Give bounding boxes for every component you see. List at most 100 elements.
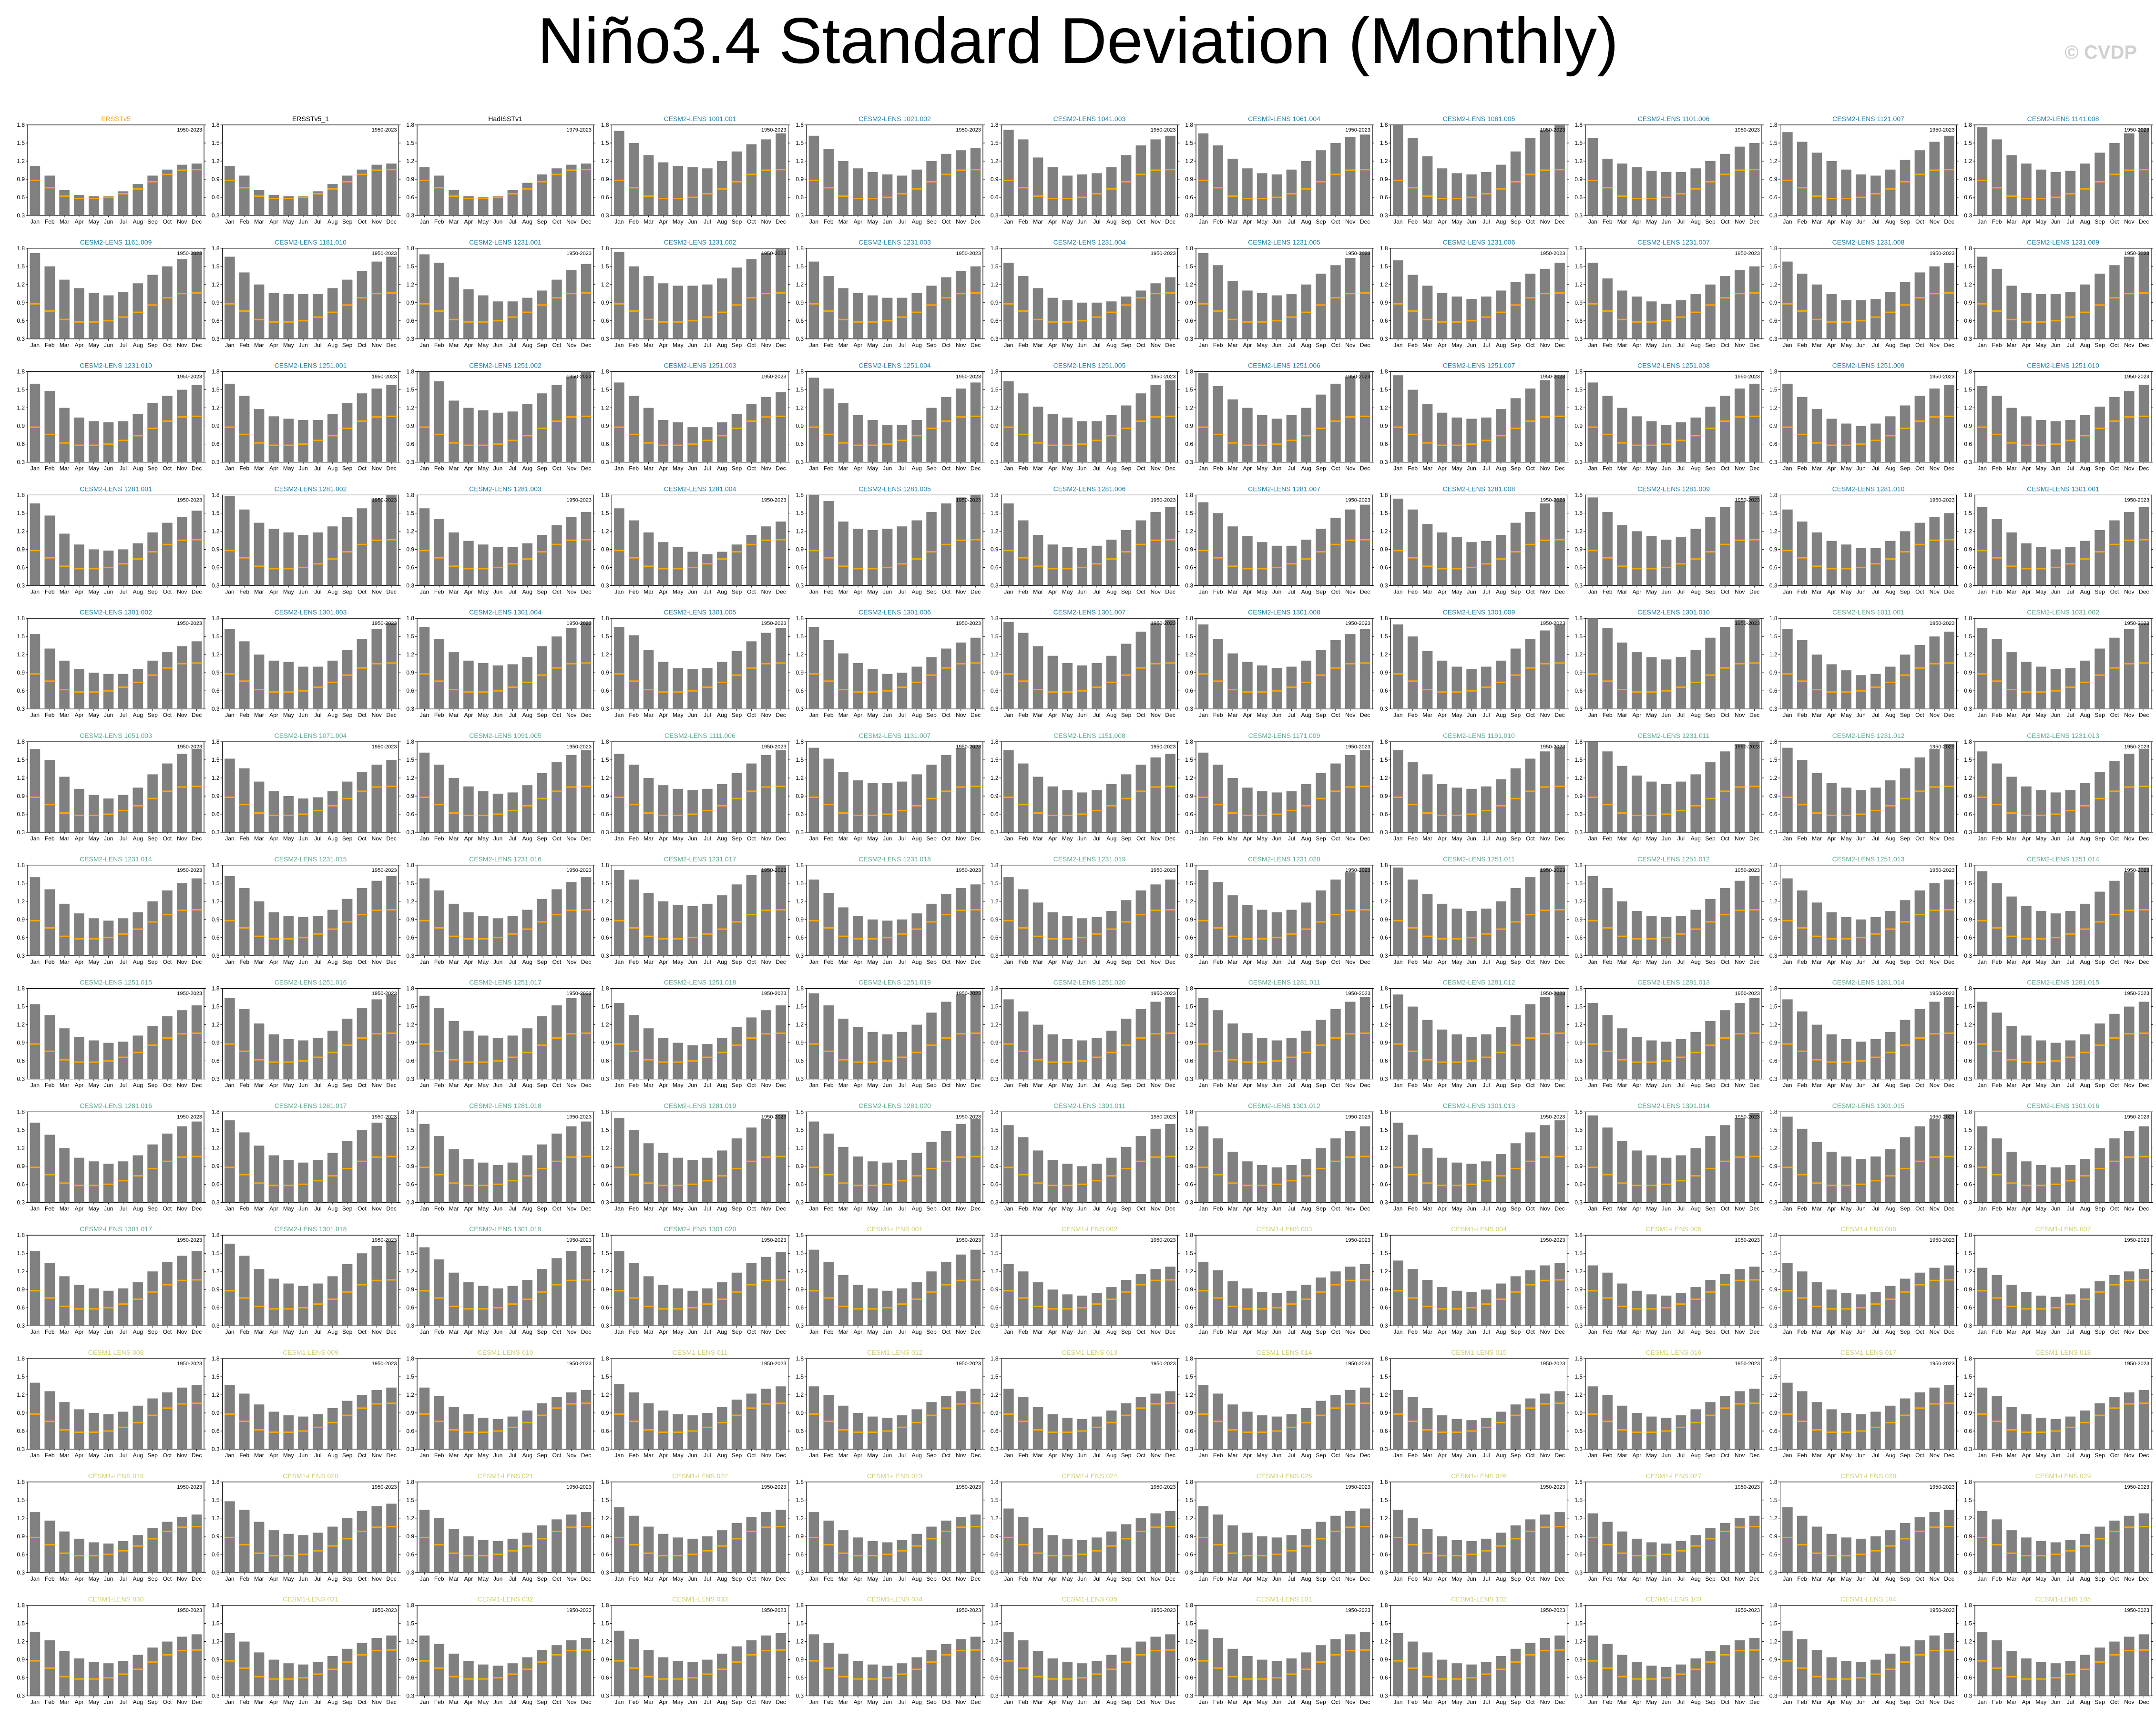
x-tick-label: Aug: [2080, 342, 2090, 348]
y-tick-label: 0.6: [796, 564, 804, 571]
x-tick-label: Jan: [1393, 712, 1402, 718]
panel: CESM2-LENS 1281.0170.30.60.91.21.51.8Jan…: [212, 1102, 401, 1212]
bar: [1135, 765, 1146, 832]
bar: [88, 1288, 99, 1326]
bar: [1271, 1293, 1282, 1326]
y-tick-label: 1.8: [1574, 122, 1583, 128]
period-label: 1950-2023: [761, 1114, 787, 1120]
panel: CESM2-LENS 1011.0010.30.60.91.21.51.8Jan…: [1769, 608, 1959, 718]
y-tick-label: 1.2: [1574, 775, 1583, 781]
x-tick-label: Jan: [1588, 218, 1597, 225]
x-tick-label: Apr: [854, 1082, 863, 1089]
bar: [1422, 286, 1433, 339]
bar: [1422, 1279, 1433, 1326]
x-tick-label: Jun: [688, 588, 697, 595]
y-tick-label: 0.9: [212, 1040, 220, 1046]
bar: [1944, 263, 1954, 339]
bar: [1047, 912, 1058, 956]
bar: [1047, 786, 1058, 832]
x-tick-label: Aug: [717, 835, 727, 842]
y-tick-label: 0.3: [212, 336, 220, 342]
bar: [1301, 1159, 1312, 1203]
y-tick-label: 0.3: [1185, 212, 1193, 219]
x-tick-label: Mar: [1422, 465, 1432, 472]
plot-frame: [417, 741, 594, 833]
x-tick-label: Sep: [926, 1329, 937, 1335]
bar: [371, 1123, 382, 1203]
bar: [30, 634, 41, 709]
bar: [176, 164, 187, 215]
bar: [2124, 754, 2135, 832]
x-tick-label: Apr: [269, 342, 278, 348]
panel: CESM2-LENS 1231.0110.30.60.91.21.51.8Jan…: [1574, 732, 1764, 842]
x-tick-label: Jul: [1677, 835, 1685, 842]
bar: [2050, 172, 2061, 215]
panel-title: CESM2-LENS 1131.007: [859, 732, 931, 739]
plot-frame: [1390, 371, 1568, 463]
bar: [1525, 1004, 1536, 1079]
bar: [882, 529, 893, 586]
y-tick-label: 1.2: [17, 651, 25, 658]
x-tick-label: Apr: [1827, 959, 1836, 965]
x-tick-label: Sep: [926, 465, 937, 472]
bar: [614, 869, 624, 956]
bar: [1705, 899, 1716, 956]
x-tick-label: Dec: [192, 218, 202, 225]
x-tick-label: Jul: [899, 465, 906, 472]
x-tick-label: May: [478, 1205, 489, 1212]
x-tick-label: Apr: [269, 1082, 278, 1089]
y-tick-label: 0.9: [17, 423, 25, 430]
x-tick-label: Jan: [1588, 465, 1597, 472]
bar: [1525, 274, 1536, 339]
x-tick-label: Jun: [1077, 342, 1086, 348]
y-tick-label: 1.5: [991, 387, 999, 393]
x-tick-label: Dec: [192, 835, 202, 842]
panel-title: CESM2-LENS 1231.012: [1832, 732, 1905, 739]
y-tick-label: 1.5: [1964, 880, 1972, 887]
x-tick-label: Sep: [1511, 835, 1521, 842]
panel-title: CESM2-LENS 1231.019: [1053, 855, 1126, 863]
bar: [1885, 416, 1896, 462]
x-tick-label: Mar: [449, 1205, 459, 1212]
bar: [808, 1249, 819, 1326]
x-tick-label: Dec: [1165, 342, 1175, 348]
y-tick-label: 1.2: [601, 651, 609, 658]
bar: [1242, 787, 1253, 832]
y-tick-label: 0.3: [212, 829, 220, 836]
bar: [2138, 867, 2149, 956]
x-tick-label: Apr: [659, 712, 668, 718]
x-tick-label: Oct: [552, 1082, 562, 1089]
x-tick-label: Jul: [1093, 712, 1100, 718]
bar: [1165, 380, 1175, 462]
x-tick-label: Aug: [1496, 1205, 1506, 1212]
bar: [1782, 509, 1793, 586]
x-tick-label: Nov: [1930, 465, 1940, 472]
x-tick-label: Jul: [1677, 1329, 1685, 1335]
x-tick-label: Oct: [1526, 835, 1535, 842]
y-tick-label: 1.5: [1380, 140, 1388, 146]
x-tick-label: Oct: [1136, 1205, 1145, 1212]
bar: [867, 783, 878, 832]
panel-title: CESM2-LENS 1301.017: [80, 1225, 152, 1233]
bar: [882, 297, 893, 339]
x-tick-label: Oct: [2110, 959, 2119, 965]
bar: [2138, 1002, 2149, 1079]
bar: [298, 1162, 308, 1203]
bar: [1242, 662, 1253, 709]
plot-frame: [1001, 124, 1178, 216]
panel: CESM2-LENS 1301.0160.30.60.91.21.51.8Jan…: [1964, 1102, 2153, 1212]
bar: [673, 286, 684, 339]
bar: [268, 529, 279, 586]
x-tick-label: Apr: [269, 465, 278, 472]
x-tick-label: Jan: [31, 712, 40, 718]
bar: [1393, 260, 1403, 339]
y-tick-label: 0.6: [1185, 811, 1193, 818]
bar: [1797, 1011, 1808, 1079]
x-tick-label: Apr: [854, 712, 863, 718]
bar: [1705, 1279, 1716, 1326]
x-tick-label: May: [1451, 712, 1462, 718]
y-tick-label: 0.9: [1380, 423, 1388, 430]
bar: [1495, 1154, 1506, 1203]
y-tick-label: 0.9: [1769, 1040, 1778, 1046]
